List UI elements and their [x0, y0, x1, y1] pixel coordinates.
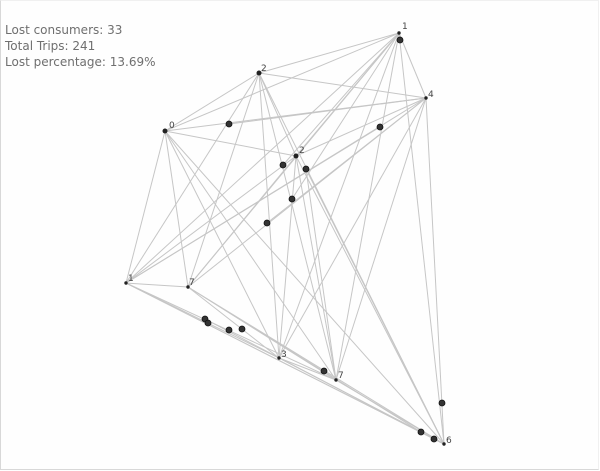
route-edge	[305, 168, 337, 381]
route-edge	[258, 72, 297, 157]
route-edges	[125, 32, 445, 445]
lost-consumers-text: Lost consumers: 33	[5, 23, 123, 37]
station-label: 0	[169, 121, 175, 131]
consumer-dot	[204, 319, 212, 327]
route-edge	[125, 155, 297, 284]
route-edge	[187, 155, 297, 288]
route-edge	[335, 32, 400, 381]
route-edge	[278, 357, 337, 381]
route-edge	[164, 130, 445, 445]
route-edge	[228, 97, 427, 125]
route-edge	[125, 130, 166, 284]
consumer-dot	[438, 399, 446, 407]
route-edge	[278, 32, 400, 359]
station-label: 1	[402, 22, 408, 32]
route-edge	[278, 155, 297, 359]
route-edge	[164, 32, 400, 132]
station-label: 2	[261, 64, 267, 74]
station-label: 3	[281, 350, 287, 360]
consumer-dot	[279, 161, 287, 169]
route-edge	[398, 32, 445, 445]
station-label: 7	[338, 371, 344, 381]
route-edge	[164, 130, 337, 381]
route-edge	[187, 286, 422, 433]
station-node	[442, 442, 446, 446]
station-markers: 1 2 4 0 2 1 7 3 7 6	[124, 22, 452, 446]
station-node	[256, 70, 262, 76]
route-edge	[258, 32, 400, 74]
route-edge	[125, 126, 381, 284]
consumer-dot	[430, 435, 438, 443]
station-label: 4	[428, 90, 434, 100]
route-edge	[295, 97, 427, 157]
consumer-markers	[201, 36, 446, 443]
route-edge	[266, 97, 427, 224]
station-node	[124, 281, 128, 285]
route-edge	[258, 72, 337, 381]
route-edge	[125, 32, 400, 284]
station-node	[293, 153, 299, 159]
route-edge	[164, 130, 297, 157]
route-edge	[204, 318, 445, 445]
route-edge	[125, 282, 445, 445]
station-node	[424, 96, 428, 100]
consumer-dot	[288, 195, 296, 203]
route-edge	[187, 286, 280, 359]
lost-percentage-text: Lost percentage: 13.69%	[5, 55, 156, 69]
station-node	[397, 31, 401, 35]
consumer-dot	[225, 326, 233, 334]
route-edge	[125, 72, 260, 284]
station-label: 6	[446, 436, 452, 446]
consumer-dot	[376, 123, 384, 131]
consumer-dot	[417, 428, 425, 436]
station-label: 1	[128, 274, 134, 284]
station-label: 7	[189, 278, 195, 288]
consumer-dot	[225, 120, 233, 128]
route-edge	[282, 32, 400, 166]
total-trips-text: Total Trips: 241	[5, 39, 96, 53]
consumer-dot	[238, 325, 246, 333]
route-edge	[305, 168, 445, 445]
route-edge	[398, 32, 427, 99]
route-edge	[295, 155, 445, 445]
route-edge	[278, 97, 427, 359]
route-edge	[295, 155, 337, 381]
consumer-dot	[320, 367, 328, 375]
station-node	[277, 356, 281, 360]
route-edge	[125, 282, 189, 288]
station-node	[334, 378, 338, 382]
route-edge	[425, 97, 445, 445]
route-edge	[291, 32, 400, 200]
stats-panel: Lost consumers: 33 Total Trips: 241 Lost…	[5, 22, 156, 70]
consumer-dot	[263, 219, 271, 227]
route-edge	[164, 72, 260, 132]
route-edge	[258, 72, 427, 99]
route-edge	[187, 72, 260, 288]
station-node	[162, 128, 168, 134]
consumer-dot	[396, 36, 404, 44]
consumer-dot	[302, 165, 310, 173]
station-label: 2	[299, 146, 305, 156]
route-edge	[164, 130, 280, 359]
route-edge	[335, 97, 427, 381]
route-edge	[258, 72, 280, 359]
station-node	[186, 285, 190, 289]
route-edge	[164, 130, 189, 288]
